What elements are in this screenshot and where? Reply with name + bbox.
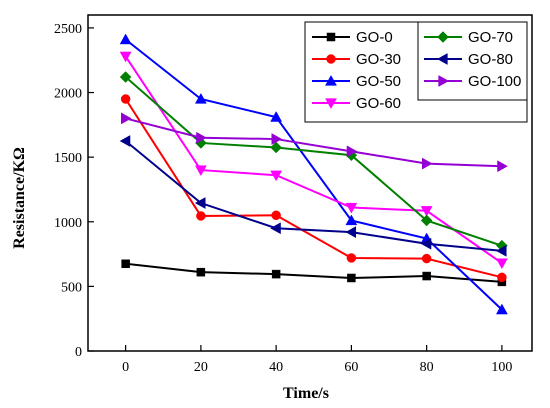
legend-marker <box>326 54 336 64</box>
data-point <box>495 303 508 315</box>
data-point <box>420 237 432 250</box>
series-go-60 <box>119 51 508 270</box>
y-tick-label: 0 <box>75 345 82 360</box>
data-point <box>270 111 283 122</box>
data-point <box>119 71 132 83</box>
legend-label: GO-80 <box>468 51 513 68</box>
data-point <box>120 112 132 125</box>
series-layer <box>119 33 508 315</box>
data-point <box>347 273 356 283</box>
data-point <box>270 222 281 235</box>
x-tick-label: 100 <box>491 360 512 375</box>
legend-entry: GO-70 <box>424 29 513 46</box>
legend-marker <box>438 75 450 87</box>
y-tick-label: 2500 <box>54 22 82 37</box>
legend-entry: GO-50 <box>312 73 401 90</box>
x-tick-label: 60 <box>344 360 358 375</box>
data-point <box>346 145 358 158</box>
data-point <box>120 94 131 104</box>
data-point <box>495 244 507 257</box>
data-point <box>420 206 433 217</box>
legend-label: GO-30 <box>356 51 401 68</box>
legend-marker <box>436 53 448 65</box>
legend: GO-0 GO-30 GO-50 GO-60 GO-70 GO-80 GO-100 <box>304 21 528 123</box>
data-point <box>194 197 206 209</box>
legend-marker <box>437 31 449 43</box>
data-point <box>420 214 433 227</box>
y-tick-label: 2000 <box>54 87 82 102</box>
x-tick-label: 20 <box>194 360 208 375</box>
data-point <box>346 253 357 263</box>
data-point <box>497 160 508 173</box>
data-point <box>270 141 282 154</box>
legend-entry: GO-100 <box>424 73 521 90</box>
data-point <box>194 92 207 104</box>
y-axis-ticks: 0 500 1000 1500 2000 2500 <box>54 22 94 360</box>
data-point <box>196 131 207 144</box>
legend-entry: GO-80 <box>424 51 513 68</box>
legend-marker <box>325 74 337 86</box>
series-go-100 <box>120 112 508 173</box>
legend-entry: GO-60 <box>312 95 401 112</box>
legend-label: GO-100 <box>468 73 521 90</box>
series-line <box>124 76 503 247</box>
data-point <box>194 165 207 177</box>
series-line <box>125 117 502 168</box>
series-line <box>124 140 502 252</box>
data-point <box>119 33 132 45</box>
data-point <box>119 135 131 147</box>
series-line <box>124 55 503 264</box>
x-tick-label: 80 <box>420 360 434 375</box>
series-line <box>125 262 502 283</box>
y-axis-title: Resistance/KΩ <box>11 147 28 249</box>
legend-label: GO-60 <box>356 95 401 112</box>
legend-entry: GO-30 <box>312 51 401 68</box>
data-point <box>495 258 508 270</box>
data-point <box>270 170 283 182</box>
legend-label: GO-70 <box>468 29 513 46</box>
y-tick-label: 1500 <box>54 151 82 166</box>
series-go-30 <box>120 94 507 283</box>
data-point <box>345 226 357 239</box>
y-tick-label: 500 <box>61 280 82 295</box>
data-point <box>271 133 283 145</box>
data-point <box>271 210 281 221</box>
data-point <box>119 51 132 63</box>
x-tick-label: 0 <box>122 360 129 375</box>
series-go-80 <box>119 135 507 257</box>
data-point <box>421 157 433 170</box>
legend-label: GO-50 <box>356 73 401 90</box>
data-point <box>121 259 130 269</box>
data-point <box>196 267 206 277</box>
data-point <box>421 253 432 264</box>
legend-marker <box>325 98 337 110</box>
data-point <box>196 211 206 221</box>
series-line <box>124 98 503 279</box>
legend-entry: GO-0 <box>312 29 393 46</box>
x-axis-title: Time/s <box>283 385 329 402</box>
data-point <box>345 202 358 214</box>
x-axis-ticks: 0 20 40 60 80 100 <box>122 345 512 375</box>
y-tick-label: 1000 <box>54 216 82 231</box>
data-point <box>345 214 358 226</box>
series-line <box>125 38 503 311</box>
x-tick-label: 40 <box>269 360 283 375</box>
data-point <box>422 271 431 281</box>
plot-frame <box>87 14 533 352</box>
series-go-70 <box>119 71 508 252</box>
legend-label: GO-0 <box>356 29 393 46</box>
data-point <box>497 272 507 283</box>
data-point <box>271 269 281 279</box>
legend-box-right <box>417 21 528 101</box>
legend-marker <box>326 32 336 42</box>
